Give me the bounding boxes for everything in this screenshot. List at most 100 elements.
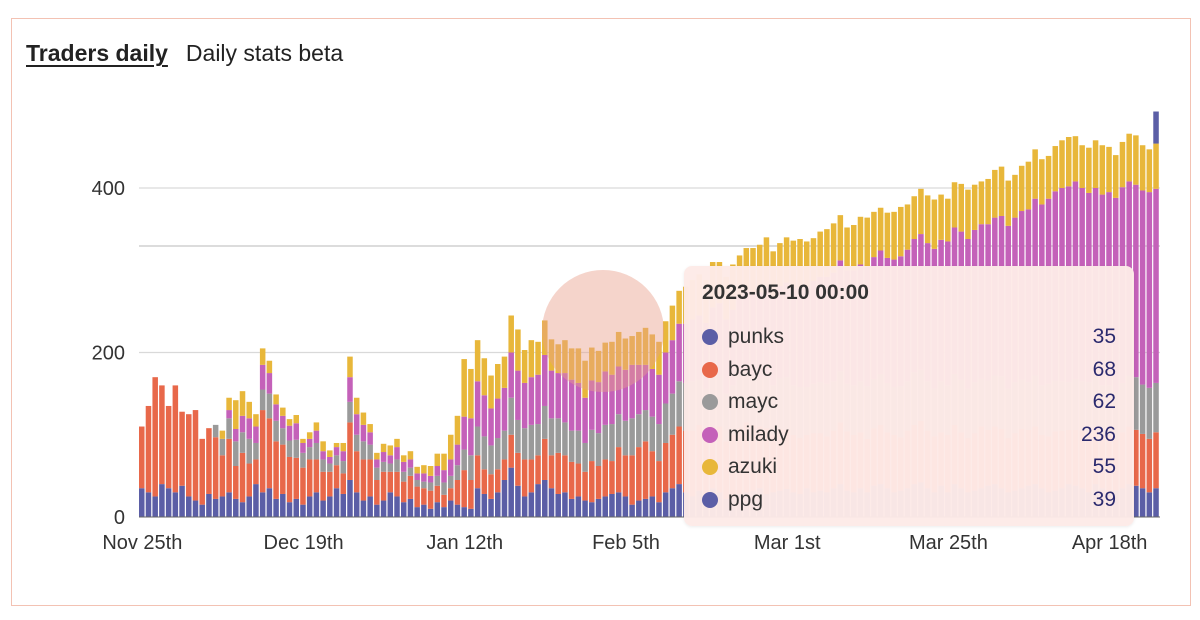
legend-dot-icon (702, 329, 718, 345)
bar-azuki-26 (313, 422, 320, 431)
bar-bayc-15 (239, 452, 246, 503)
bar-punks-67 (589, 502, 595, 517)
bar-bayc-48 (461, 470, 467, 508)
tooltip-series-value: 62 (1092, 390, 1116, 413)
bar-milady-47 (454, 444, 461, 466)
bar-bayc-28 (327, 471, 333, 497)
bar-milady-54 (501, 387, 508, 431)
bar-milady-58 (528, 377, 535, 425)
bar-azuki-74 (636, 331, 642, 365)
bar-mayc-26 (313, 442, 320, 460)
legend-dot-icon (702, 394, 718, 410)
bar-milady-79 (669, 340, 676, 394)
chart-card (11, 18, 1191, 606)
bar-azuki-63 (562, 340, 568, 374)
tab-traders-daily[interactable]: Traders daily (26, 40, 168, 66)
bar-azuki-117 (924, 195, 931, 244)
bar-punks-56 (515, 485, 521, 517)
bar-mayc-151 (1153, 382, 1159, 433)
bar-milady-22 (286, 425, 293, 441)
bar-bayc-55 (508, 434, 514, 468)
bar-bayc-13 (226, 438, 232, 493)
bar-bayc-35 (374, 479, 380, 505)
bar-azuki-51 (481, 358, 488, 396)
tooltip-series-name: milady (728, 422, 789, 446)
bar-milady-35 (374, 459, 380, 468)
bar-punks-5 (172, 492, 179, 517)
bar-milady-73 (629, 364, 635, 419)
bar-bayc-7 (186, 414, 192, 497)
bar-milady-46 (447, 459, 454, 476)
bar-bayc-151 (1153, 432, 1159, 489)
bar-bayc-33 (360, 459, 367, 501)
bar-mayc-25 (306, 447, 313, 460)
bar-punks-58 (528, 492, 535, 517)
bar-bayc-53 (495, 469, 501, 493)
x-tick-label-2: Jan 12th (426, 532, 503, 554)
bar-azuki-41 (414, 466, 420, 474)
bar-mayc-27 (320, 459, 326, 472)
bar-punks-39 (400, 502, 407, 517)
bar-milady-66 (582, 397, 588, 443)
bar-mayc-43 (427, 482, 434, 491)
bar-punks-45 (441, 507, 447, 517)
y-tick-label-200: 200 (92, 343, 125, 365)
bar-bayc-36 (380, 471, 387, 501)
bar-azuki-17 (253, 414, 259, 427)
tab-daily-stats-beta[interactable]: Daily stats beta (185, 40, 344, 66)
bar-punks-11 (212, 498, 219, 517)
bar-punks-23 (293, 498, 299, 517)
bar-punks-33 (360, 500, 367, 517)
bar-azuki-18 (259, 348, 266, 365)
bar-punks-70 (609, 493, 615, 517)
bar-punks-18 (259, 492, 266, 517)
bar-punks-2 (152, 496, 158, 517)
bar-mayc-51 (481, 436, 488, 470)
bar-azuki-77 (656, 341, 662, 375)
bar-azuki-39 (400, 455, 407, 462)
bar-mayc-67 (589, 429, 595, 462)
bar-bayc-24 (300, 467, 306, 505)
bar-mayc-12 (219, 438, 226, 456)
bar-azuki-35 (374, 452, 380, 460)
bar-bayc-23 (293, 457, 299, 499)
bar-azuki-56 (515, 329, 521, 371)
bar-bayc-34 (367, 459, 373, 497)
bar-azuki-125 (978, 181, 985, 225)
bar-mayc-29 (333, 455, 340, 466)
bar-mayc-68 (595, 433, 602, 467)
bar-azuki-57 (521, 350, 528, 383)
bar-mayc-58 (528, 424, 535, 460)
bar-punks-47 (454, 504, 461, 517)
bar-punks-1 (145, 492, 152, 517)
bar-ppg-151 (1153, 111, 1159, 144)
bar-azuki-130 (1012, 174, 1018, 218)
bar-milady-32 (353, 414, 360, 435)
x-tick-label-5: Mar 25th (909, 532, 988, 554)
tooltip-series-name: punks (728, 325, 785, 348)
bar-azuki-143 (1099, 145, 1106, 195)
bar-milady-31 (347, 377, 353, 402)
bar-bayc-30 (340, 473, 347, 494)
bar-azuki-126 (985, 178, 991, 225)
tooltip-series-value: 39 (1092, 487, 1116, 511)
bar-azuki-120 (945, 198, 951, 242)
bar-azuki-116 (918, 188, 924, 235)
bar-punks-20 (273, 498, 279, 517)
bar-azuki-31 (347, 356, 353, 378)
bar-mayc-64 (568, 430, 575, 462)
bar-mayc-79 (669, 393, 676, 435)
bar-bayc-26 (313, 459, 320, 493)
bar-azuki-107 (857, 216, 864, 265)
bar-azuki-73 (629, 336, 635, 365)
bar-mayc-37 (387, 463, 394, 472)
bar-milady-15 (239, 415, 246, 433)
bar-milady-45 (441, 470, 447, 483)
bar-bayc-49 (468, 479, 474, 509)
bar-milady-26 (313, 430, 320, 443)
bar-mayc-21 (280, 428, 286, 445)
bar-punks-37 (387, 492, 394, 517)
bar-azuki-50 (474, 340, 481, 382)
bar-bayc-18 (259, 410, 266, 493)
bar-azuki-114 (904, 204, 911, 250)
